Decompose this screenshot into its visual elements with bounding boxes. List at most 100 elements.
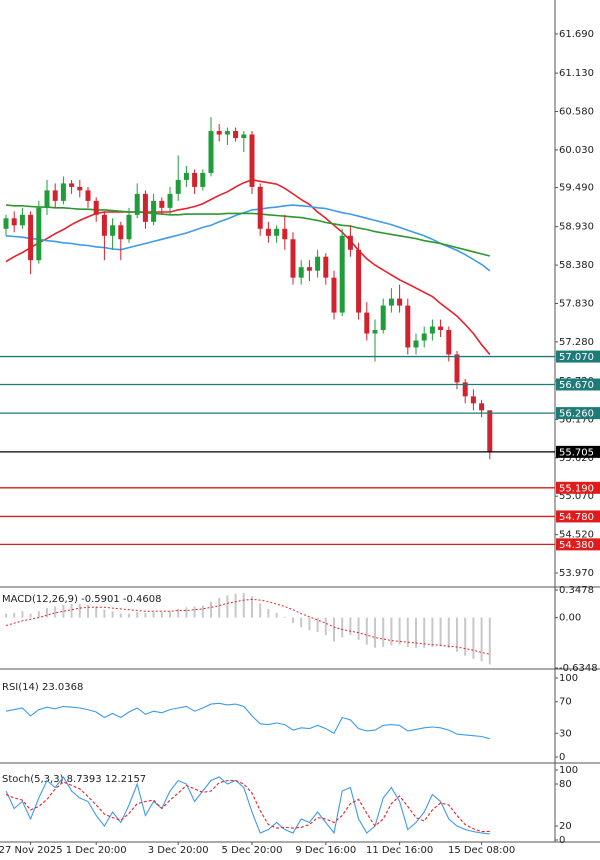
candle-body [44, 190, 50, 208]
y-tick-label: 60.030 [559, 145, 594, 156]
candle-body [183, 172, 189, 180]
price-level-box [556, 445, 600, 458]
panel-title: MACD(12,26,9) -0.5901 -0.4608 [2, 594, 162, 605]
price-level-label: 56.670 [559, 380, 594, 391]
candle-body [216, 131, 222, 135]
y-tick-label: 0 [559, 835, 565, 846]
macd-bar [267, 608, 270, 618]
macd-bar [210, 601, 212, 618]
x-tick-label: 27 Nov 2025 [0, 845, 63, 856]
macd-bar [128, 613, 130, 618]
candle-body [77, 186, 83, 191]
candle-body [388, 298, 394, 306]
macd-bar [488, 617, 491, 665]
macd-bar [5, 613, 7, 618]
candle-body [438, 326, 444, 331]
y-tick-label: 61.130 [559, 68, 594, 79]
y-tick-label: 58.380 [559, 260, 594, 271]
candle-body [142, 193, 148, 222]
moving-average [5, 179, 491, 356]
macd-bar [365, 617, 368, 645]
macd-bar [406, 617, 409, 647]
y-tick-label: 80 [559, 779, 572, 790]
candle-body [93, 200, 99, 215]
macd-bar [144, 612, 147, 618]
macd-bar [152, 612, 155, 618]
candle-body [208, 131, 214, 173]
macd-bar [439, 617, 442, 647]
candle-body [167, 193, 173, 208]
candle-body [380, 305, 386, 331]
macd-bar [415, 617, 417, 648]
macd-bar [234, 593, 237, 618]
candle-body [110, 225, 116, 236]
macd-bar [349, 617, 352, 636]
price-level-label: 55.705 [559, 447, 594, 458]
macd-bar [29, 613, 32, 618]
candle-body [339, 235, 345, 313]
x-tick-label: 1 Dec 20:00 [66, 845, 127, 856]
moving-average [5, 204, 491, 272]
price-level-box [556, 481, 600, 494]
candle-body [323, 256, 329, 278]
candle-body [413, 340, 419, 348]
macd-bar [341, 617, 344, 638]
candle-body [306, 267, 312, 271]
macd-bar [13, 612, 16, 618]
candle-body [331, 277, 337, 313]
macd-bar [103, 609, 106, 618]
y-tick-label: 55.620 [559, 453, 594, 464]
price-level-box [556, 407, 600, 420]
candle-body [85, 190, 91, 201]
macd-bar [316, 617, 319, 632]
y-tick-label: 58.930 [559, 222, 594, 233]
y-tick-label: 54.520 [559, 530, 594, 541]
candle-body [397, 298, 403, 306]
indicator-line [5, 702, 490, 740]
macd-bar [87, 604, 89, 618]
candle-body [28, 214, 34, 261]
macd-bar [447, 617, 450, 648]
candle-body [60, 183, 66, 201]
macd-bar [21, 611, 24, 618]
y-tick-label: 55.070 [559, 491, 594, 502]
candle-body [282, 228, 288, 240]
candle-body [315, 256, 321, 271]
moving-average [5, 204, 490, 257]
macd-bar [185, 607, 188, 618]
macd-bar [390, 617, 393, 646]
candle-body [274, 228, 280, 236]
macd-bar [472, 617, 475, 659]
macd-bar [431, 617, 434, 647]
price-level-label: 54.780 [559, 512, 594, 523]
candle-body [118, 225, 124, 240]
macd-bar [95, 606, 98, 618]
panel-title: RSI(14) 23.0368 [2, 682, 83, 693]
macd-bar [423, 617, 426, 648]
macd-bar [226, 595, 229, 618]
y-tick-label: 53.970 [559, 568, 594, 579]
macd-bar [357, 617, 360, 640]
y-tick-label: 60.580 [559, 106, 594, 117]
candle-body [36, 207, 42, 261]
candle-body [356, 249, 362, 313]
candle-body [462, 382, 468, 397]
macd-bar [46, 608, 48, 618]
price-level-label: 55.190 [559, 483, 594, 494]
macd-bar [283, 616, 286, 618]
price-level-label: 57.070 [559, 352, 594, 363]
macd-bar [111, 611, 114, 618]
indicator-line [5, 779, 490, 833]
price-level-box [556, 378, 600, 391]
candle-body [298, 267, 304, 278]
macd-bar [324, 617, 327, 636]
y-tick-label: 0.3478 [559, 585, 594, 596]
macd-bar [37, 611, 40, 618]
price-level-box [556, 510, 600, 523]
macd-bar [78, 604, 81, 618]
candle-body [347, 235, 353, 250]
panel-title: Stoch(5,3,3) 8.7393 12.2157 [2, 774, 146, 785]
candle-body [52, 190, 58, 201]
macd-bar [70, 604, 73, 618]
